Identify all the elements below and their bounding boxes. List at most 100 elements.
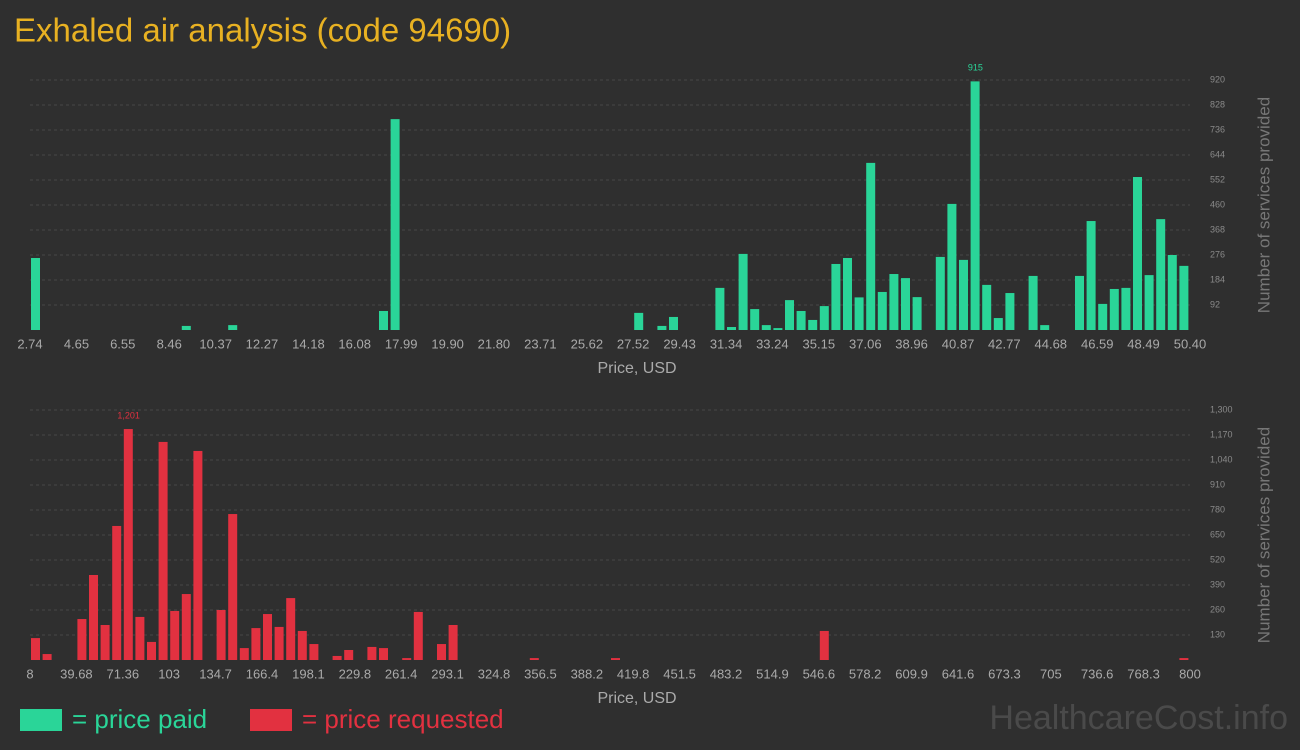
bar (808, 319, 818, 330)
bar (727, 327, 736, 330)
bar (843, 257, 852, 330)
bar (715, 287, 725, 330)
x-tick-label: 27.52 (617, 336, 650, 351)
bar (1133, 177, 1142, 330)
bar (170, 610, 180, 660)
y-tick-label: 1,170 (1210, 429, 1233, 439)
bar (31, 638, 40, 660)
bar (750, 309, 760, 330)
x-axis-title: Price, USD (597, 360, 676, 377)
x-tick-label: 134.7 (199, 666, 232, 681)
bar (112, 525, 122, 660)
x-tick-label: 29.43 (663, 336, 696, 351)
bar (390, 119, 400, 330)
bar (970, 81, 980, 330)
y-tick-label: 1,040 (1210, 454, 1233, 464)
bar (344, 650, 354, 660)
y-tick-label: 130 (1210, 629, 1225, 639)
bar (274, 626, 284, 660)
x-tick-label: 483.2 (710, 666, 743, 681)
x-tick-label: 198.1 (292, 666, 325, 681)
bar (854, 297, 864, 330)
bar (251, 628, 261, 660)
x-tick-label: 50.40 (1174, 336, 1207, 351)
bar (947, 203, 957, 330)
x-tick-label: 21.80 (478, 336, 511, 351)
bar (935, 256, 945, 330)
bar (31, 257, 40, 330)
x-tick-label: 324.8 (478, 666, 511, 681)
bar (785, 300, 794, 330)
bar (959, 259, 968, 330)
x-tick-label: 229.8 (339, 666, 372, 681)
bar (982, 284, 992, 330)
bar (912, 297, 922, 330)
x-tick-label: 19.90 (431, 336, 464, 351)
y-tick-label: 780 (1210, 504, 1225, 514)
x-tick-label: 103 (158, 666, 180, 681)
x-tick-label: 14.18 (292, 336, 325, 351)
bar (819, 630, 829, 660)
y-tick-label: 184 (1210, 274, 1225, 284)
bar (1179, 265, 1189, 330)
x-tick-label: 38.96 (895, 336, 928, 351)
bar (448, 625, 458, 660)
bar (1028, 275, 1038, 330)
x-tick-label: 388.2 (571, 666, 604, 681)
x-tick-label: 10.37 (199, 336, 232, 351)
x-tick-label: 166.4 (246, 666, 279, 681)
legend-swatch (250, 709, 292, 731)
bar (1109, 288, 1119, 330)
bar (332, 655, 342, 660)
bar (158, 441, 168, 660)
bar (1167, 255, 1177, 330)
bar (309, 644, 319, 660)
y-tick-label: 1,300 (1210, 404, 1233, 414)
bar (738, 253, 748, 330)
x-tick-label: 23.71 (524, 336, 557, 351)
x-tick-label: 800 (1179, 666, 1201, 681)
bar (669, 316, 678, 330)
x-tick-label: 293.1 (431, 666, 464, 681)
bar (1098, 303, 1108, 330)
bar (379, 310, 388, 330)
x-tick-label: 2.74 (17, 336, 42, 351)
legend-swatch (20, 709, 62, 731)
x-tick-label: 609.9 (895, 666, 928, 681)
bar (181, 594, 191, 660)
bar (42, 654, 52, 660)
bar (1121, 287, 1131, 330)
legend-label: = price paid (72, 704, 207, 734)
bar (819, 306, 829, 330)
bar (611, 658, 620, 660)
bar (877, 291, 887, 330)
x-tick-label: 768.3 (1127, 666, 1160, 681)
x-tick-label: 12.27 (246, 336, 279, 351)
x-tick-label: 8.46 (157, 336, 182, 351)
x-tick-label: 48.49 (1127, 336, 1160, 351)
bar (796, 310, 806, 330)
bar (297, 630, 307, 660)
x-tick-label: 40.87 (942, 336, 975, 351)
bar (239, 648, 249, 660)
x-tick-label: 356.5 (524, 666, 557, 681)
x-tick-label: 514.9 (756, 666, 789, 681)
bar (866, 162, 876, 330)
bar (181, 325, 191, 330)
bar (77, 619, 87, 660)
x-tick-label: 578.2 (849, 666, 882, 681)
y-axis-title: Number of services provided (1254, 427, 1273, 643)
x-tick-label: 451.5 (663, 666, 696, 681)
y-tick-label: 260 (1210, 604, 1225, 614)
y-tick-label: 92 (1210, 299, 1220, 309)
y-tick-label: 460 (1210, 199, 1225, 209)
y-tick-label: 650 (1210, 529, 1225, 539)
bar (413, 611, 423, 660)
bar (993, 318, 1003, 330)
x-tick-label: 46.59 (1081, 336, 1114, 351)
bar (193, 450, 203, 660)
x-tick-label: 8 (26, 666, 33, 681)
bar (1005, 293, 1015, 330)
